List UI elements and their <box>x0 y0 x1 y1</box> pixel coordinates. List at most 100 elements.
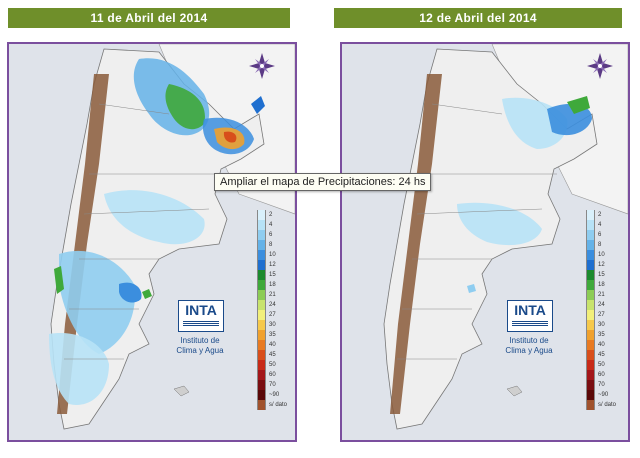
precipitation-legend-1: 2 4 6 8 10 12 15 18 21 24 27 30 35 40 45 50 60 70 ~90 s/ da… <box>257 210 295 410</box>
legend-swatch <box>257 320 266 330</box>
precipitation-map-panel-2[interactable]: 2 4 6 8 10 12 15 18 21 24 27 30 35 40 45 50 60 70 ~90 s/ da… <box>340 42 630 442</box>
legend-row: 10 <box>257 250 295 260</box>
legend-row: ~90 <box>257 390 295 400</box>
legend-label: 60 <box>598 372 605 378</box>
legend-row: 8 <box>257 240 295 250</box>
legend-swatch <box>257 400 266 410</box>
legend-label: 70 <box>269 382 276 388</box>
legend-row: 21 <box>586 290 628 300</box>
legend-row: ~90 <box>586 390 628 400</box>
legend-label: 21 <box>269 292 276 298</box>
precipitation-legend-2: 2 4 6 8 10 12 15 18 21 24 27 30 35 40 45 50 60 70 ~90 s/ da… <box>586 210 628 410</box>
legend-row: 24 <box>257 300 295 310</box>
legend-label: s/ dato <box>598 402 617 408</box>
legend-row: 30 <box>257 320 295 330</box>
legend-swatch <box>257 250 266 260</box>
legend-label: 12 <box>269 262 276 268</box>
legend-label: 4 <box>598 222 602 228</box>
legend-label: 35 <box>598 332 605 338</box>
legend-row: 4 <box>257 220 295 230</box>
legend-label: ~90 <box>598 392 609 398</box>
legend-label: 24 <box>598 302 605 308</box>
panel-1-date-title: 11 de Abril del 2014 <box>8 8 290 28</box>
legend-row: 6 <box>586 230 628 240</box>
legend-row: 60 <box>586 370 628 380</box>
legend-label: s/ dato <box>269 402 288 408</box>
legend-label: 40 <box>269 342 276 348</box>
legend-swatch <box>586 240 595 250</box>
legend-label: 60 <box>269 372 276 378</box>
legend-swatch <box>257 360 266 370</box>
legend-row: 8 <box>586 240 628 250</box>
legend-row: 40 <box>586 340 628 350</box>
legend-row: 40 <box>257 340 295 350</box>
legend-label: 2 <box>269 212 273 218</box>
legend-swatch <box>257 390 266 400</box>
legend-row: 18 <box>257 280 295 290</box>
legend-row: 15 <box>257 270 295 280</box>
legend-swatch <box>257 290 266 300</box>
institute-label-2: Instituto de Clima y Agua <box>505 336 553 355</box>
legend-swatch <box>257 350 266 360</box>
legend-label: 12 <box>598 262 605 268</box>
legend-row: 6 <box>257 230 295 240</box>
legend-label: 18 <box>269 282 276 288</box>
legend-swatch <box>586 220 595 230</box>
legend-swatch <box>257 240 266 250</box>
institute-label-1: Instituto de Clima y Agua <box>176 336 224 355</box>
legend-label: 27 <box>269 312 276 318</box>
legend-label: 24 <box>269 302 276 308</box>
inta-logo-2: INTA <box>507 300 553 332</box>
legend-row: 30 <box>586 320 628 330</box>
panel-2-date-title: 12 de Abril del 2014 <box>334 8 622 28</box>
legend-swatch <box>257 380 266 390</box>
legend-label: 8 <box>598 242 602 248</box>
legend-row: 70 <box>586 380 628 390</box>
legend-label: 50 <box>598 362 605 368</box>
legend-swatch <box>586 230 595 240</box>
legend-label: 45 <box>269 352 276 358</box>
legend-label: 45 <box>598 352 605 358</box>
legend-row: 45 <box>257 350 295 360</box>
legend-label: 70 <box>598 382 605 388</box>
legend-swatch <box>586 260 595 270</box>
legend-swatch <box>257 210 266 220</box>
legend-row: 60 <box>257 370 295 380</box>
precipitation-map-panel-1[interactable]: 2 4 6 8 10 12 15 18 21 24 27 30 35 40 45 50 60 70 ~90 s/ da… <box>7 42 297 442</box>
legend-label: 2 <box>598 212 602 218</box>
legend-label: 10 <box>598 252 605 258</box>
legend-swatch <box>586 310 595 320</box>
legend-row: 18 <box>586 280 628 290</box>
legend-swatch <box>586 380 595 390</box>
legend-row: 50 <box>586 360 628 370</box>
legend-swatch <box>586 290 595 300</box>
legend-swatch <box>257 330 266 340</box>
legend-swatch <box>586 370 595 380</box>
legend-swatch <box>257 260 266 270</box>
legend-row: 2 <box>257 210 295 220</box>
legend-row: s/ dato <box>586 400 628 410</box>
legend-row: 10 <box>586 250 628 260</box>
legend-row: 35 <box>586 330 628 340</box>
legend-swatch <box>257 230 266 240</box>
precipitation-map-2 <box>342 44 628 440</box>
legend-swatch <box>586 350 595 360</box>
legend-swatch <box>586 270 595 280</box>
legend-swatch <box>586 210 595 220</box>
legend-row: 12 <box>586 260 628 270</box>
legend-row: 21 <box>257 290 295 300</box>
legend-label: 15 <box>269 272 276 278</box>
legend-swatch <box>586 390 595 400</box>
legend-label: 18 <box>598 282 605 288</box>
legend-swatch <box>257 220 266 230</box>
legend-row: 50 <box>257 360 295 370</box>
legend-swatch <box>586 280 595 290</box>
legend-row: 24 <box>586 300 628 310</box>
legend-row: 70 <box>257 380 295 390</box>
legend-label: 35 <box>269 332 276 338</box>
legend-row: 35 <box>257 330 295 340</box>
compass-rose-icon <box>249 53 275 79</box>
legend-swatch <box>586 330 595 340</box>
legend-row: 45 <box>586 350 628 360</box>
legend-row: 27 <box>586 310 628 320</box>
